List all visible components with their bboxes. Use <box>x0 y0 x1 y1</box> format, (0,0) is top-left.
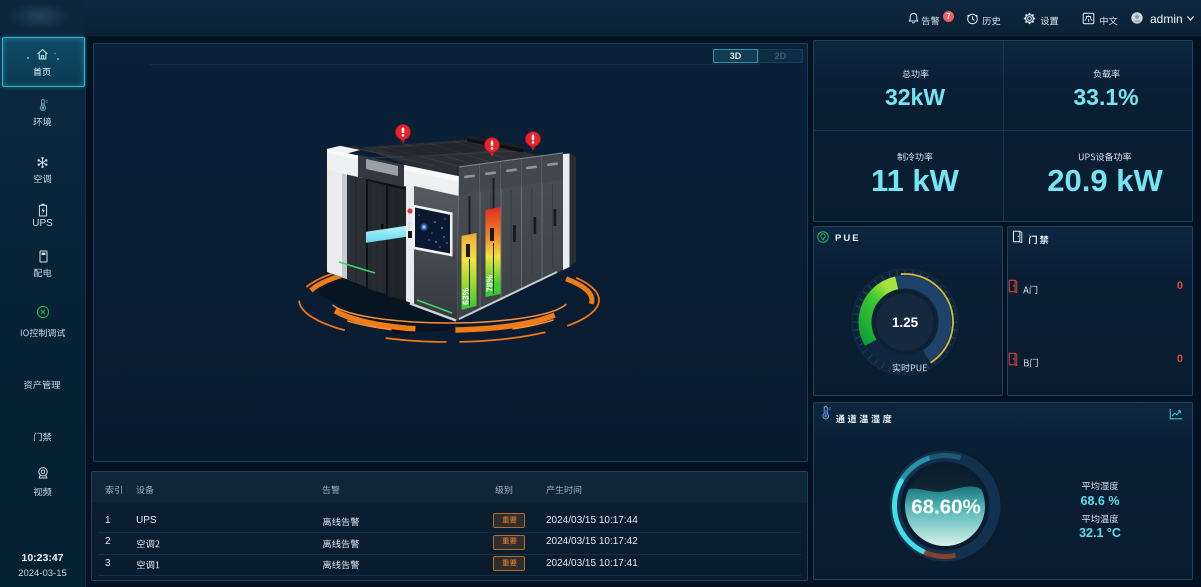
svg-text:68.60%: 68.60% <box>911 496 981 519</box>
svg-text:C: C <box>46 100 49 104</box>
svg-text:78%: 78% <box>485 275 495 292</box>
svg-text:C: C <box>829 407 832 411</box>
svg-text:1.25: 1.25 <box>892 315 919 330</box>
svg-text:63%: 63% <box>461 288 471 305</box>
